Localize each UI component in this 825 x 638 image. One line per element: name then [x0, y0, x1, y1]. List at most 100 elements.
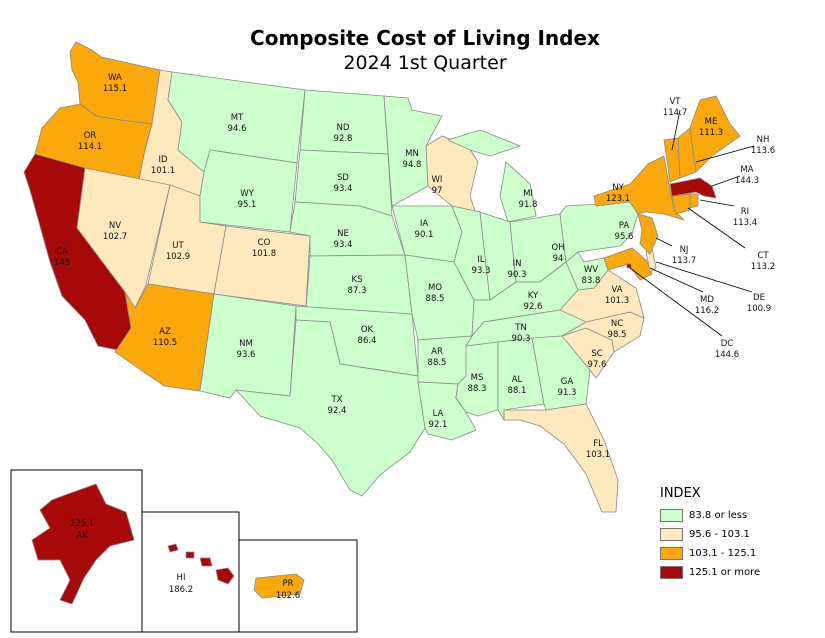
puerto-rico-inset: [238, 539, 358, 633]
state-dc: [626, 263, 632, 269]
state-mi-up: [446, 129, 522, 157]
label-fl-abbr: FL: [593, 439, 603, 449]
state-hi: [167, 543, 235, 585]
label-sc-abbr: SC: [591, 349, 602, 359]
label-ok-value: 86.4: [358, 336, 377, 346]
label-in-value: 90.3: [508, 270, 527, 280]
legend-swatch-mid: [660, 528, 683, 541]
label-il-abbr: IL: [477, 255, 485, 265]
label-wv-value: 83.8: [582, 276, 601, 286]
label-wa-abbr: WA: [108, 73, 122, 83]
label-ca-value: 145: [54, 258, 70, 268]
label-ny-abbr: NY: [612, 183, 624, 193]
label-ms-abbr: MS: [471, 373, 484, 383]
label-ak-abbr: 125.1: [70, 519, 94, 529]
label-wi-abbr: WI: [432, 175, 443, 185]
label-sc-value: 97.6: [588, 360, 607, 370]
label-ky-abbr: KY: [528, 291, 539, 301]
label-pa-abbr: PA: [619, 221, 630, 231]
legend-item-high: 103.1 - 125.1: [660, 544, 810, 563]
label-ia-abbr: IA: [420, 219, 429, 229]
state-ct: [671, 193, 691, 215]
label-ut-value: 102.9: [166, 252, 190, 262]
label-me-abbr: ME: [705, 117, 718, 127]
label-pa-value: 95.6: [615, 232, 634, 242]
legend: INDEX 83.8 or less 95.6 - 103.1 103.1 - …: [660, 486, 810, 582]
state-me: [689, 95, 741, 173]
label-mt-value: 94.6: [228, 124, 247, 134]
label-wy-value: 95.1: [238, 200, 257, 210]
label-md-value: 116.2: [695, 306, 719, 316]
label-tx-abbr: TX: [330, 395, 342, 405]
label-nd-value: 92.8: [334, 134, 353, 144]
label-ar-abbr: AR: [431, 347, 443, 357]
state-ri: [689, 193, 699, 209]
state-fl: [503, 403, 619, 513]
label-va-value: 101.3: [605, 296, 629, 306]
label-mn-value: 94.8: [403, 160, 422, 170]
label-al-value: 88.1: [508, 386, 527, 396]
label-nj-value: 113.7: [672, 256, 696, 266]
state-mi: [499, 161, 537, 223]
label-nh-value: 113.6: [751, 146, 775, 156]
label-ri-abbr: RI: [741, 207, 749, 217]
legend-label-mid: 95.6 - 103.1: [689, 529, 750, 540]
label-de-value: 100.9: [747, 304, 771, 314]
legend-swatch-low: [660, 509, 683, 522]
legend-label-low: 83.8 or less: [689, 510, 748, 521]
label-mt-abbr: MT: [231, 113, 244, 123]
label-ks-value: 87.3: [348, 286, 367, 296]
label-ms-value: 88.3: [468, 384, 487, 394]
label-or-abbr: OR: [84, 131, 97, 141]
label-id-abbr: ID: [158, 155, 168, 165]
label-ks-abbr: KS: [352, 275, 363, 285]
label-md-abbr: MD: [700, 295, 714, 305]
label-ct-abbr: CT: [757, 251, 769, 261]
label-al-abbr: AL: [512, 375, 523, 385]
label-dc-value: 144.6: [715, 350, 739, 360]
label-sd-abbr: SD: [337, 173, 349, 183]
label-vt-value: 114.7: [663, 108, 687, 118]
state-nj: [637, 213, 659, 255]
label-ma-value: 144.3: [735, 176, 759, 186]
label-az-value: 110.5: [153, 338, 177, 348]
label-pr-value: 102.6: [276, 591, 300, 601]
label-nm-value: 93.6: [237, 350, 256, 360]
legend-label-high: 103.1 - 125.1: [689, 548, 757, 559]
label-ia-value: 90.1: [415, 230, 434, 240]
label-va-abbr: VA: [611, 285, 622, 295]
label-vt-abbr: VT: [669, 97, 681, 107]
label-nv-value: 102.7: [103, 232, 127, 242]
label-mi-abbr: MI: [523, 189, 533, 199]
label-nd-abbr: ND: [337, 123, 350, 133]
legend-item-top: 125.1 or more: [660, 563, 810, 582]
label-dc-abbr: DC: [721, 339, 734, 349]
label-ok-abbr: OK: [361, 325, 374, 335]
label-ca-abbr: CA: [56, 247, 68, 257]
label-mn-abbr: MN: [405, 149, 419, 159]
label-ne-abbr: NE: [337, 229, 349, 239]
label-tn-value: 90.3: [512, 334, 531, 344]
label-la-value: 92.1: [429, 420, 448, 430]
label-ri-value: 113.4: [733, 218, 757, 228]
label-me-value: 111.3: [699, 128, 723, 138]
legend-label-top: 125.1 or more: [689, 567, 761, 578]
legend-swatch-top: [660, 566, 683, 579]
label-co-value: 101.8: [252, 249, 276, 259]
label-mo-abbr: MO: [428, 283, 442, 293]
label-tx-value: 92.4: [328, 406, 347, 416]
map-title: Composite Cost of Living Index: [250, 26, 600, 50]
label-az-abbr: AZ: [159, 327, 171, 337]
label-ny-value: 123.1: [606, 194, 630, 204]
label-oh-value: 94: [553, 254, 564, 264]
label-wa-value: 115.1: [103, 84, 127, 94]
label-in-abbr: IN: [513, 259, 522, 269]
label-nm-abbr: NM: [239, 339, 253, 349]
label-co-abbr: CO: [258, 238, 271, 248]
state-ny: [593, 155, 685, 221]
map-subtitle: 2024 1st Quarter: [343, 52, 507, 74]
label-pr-abbr: PR: [282, 579, 293, 589]
legend-item-mid: 95.6 - 103.1: [660, 525, 810, 544]
